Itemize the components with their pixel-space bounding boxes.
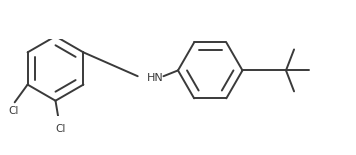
Text: Cl: Cl — [8, 106, 18, 116]
Text: HN: HN — [147, 73, 164, 82]
Text: Cl: Cl — [55, 124, 66, 134]
